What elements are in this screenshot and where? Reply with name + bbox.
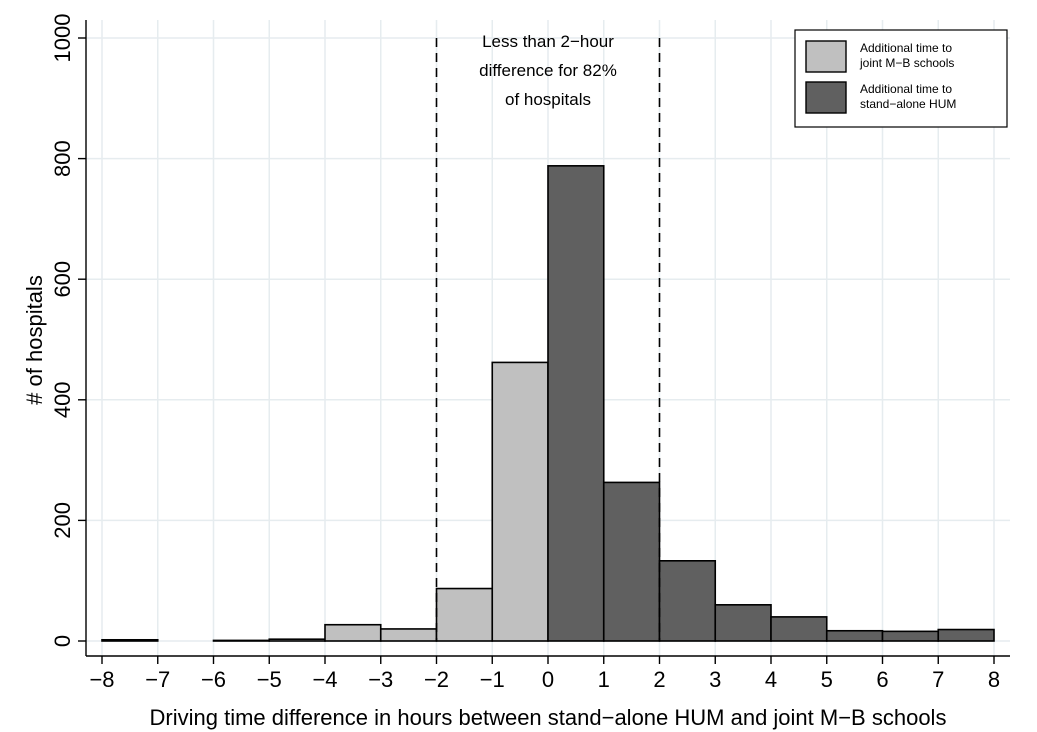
x-tick-label: 3: [709, 667, 721, 692]
x-tick-label: 2: [653, 667, 665, 692]
x-tick-label: 7: [932, 667, 944, 692]
x-tick-label: −3: [368, 667, 393, 692]
histogram-bar-standalone: [658, 560, 717, 642]
histogram-bar-standalone: [602, 481, 661, 642]
histogram-bar-standalone: [770, 616, 828, 642]
x-tick-label: −7: [145, 667, 170, 692]
x-tick-label: −8: [89, 667, 114, 692]
annotation-line: Less than 2−hour: [482, 32, 614, 51]
x-tick-label: −1: [480, 667, 505, 692]
x-tick-label: −2: [424, 667, 449, 692]
histogram-bar-joint: [435, 587, 494, 642]
annotation: Less than 2−hour difference for 82% of hos…: [479, 32, 617, 109]
y-tick-label: 400: [50, 381, 75, 418]
x-tick-label: 0: [542, 667, 554, 692]
legend-swatch-standalone: [805, 81, 847, 114]
y-tick-label: 1000: [50, 14, 75, 63]
histogram-bar-standalone: [937, 628, 995, 642]
histogram-bar-joint: [379, 628, 438, 642]
x-axis-title: Driving time difference in hours between…: [150, 705, 947, 730]
annotation-line: difference for 82%: [479, 61, 617, 80]
histogram-bar-standalone: [547, 165, 605, 642]
x-tick-label: 8: [988, 667, 1000, 692]
legend-label-standalone: stand−alone HUM: [860, 97, 956, 111]
histogram-bar-joint: [212, 639, 271, 642]
axes: 0 200 400 600 800 1000 −8 −7 −6 −5 −4 −3 −2 −1 0 1 2 3 4 5 6…: [22, 14, 1010, 730]
histogram-bar-joint: [491, 361, 549, 642]
legend-label-standalone: Additional time to: [860, 82, 952, 96]
reference-lines: [435, 38, 661, 641]
legend-label-joint: Additional time to: [860, 41, 952, 55]
legend-swatch-joint: [805, 40, 847, 73]
histogram-bar-joint: [101, 638, 159, 642]
x-tick-label: −6: [201, 667, 226, 692]
x-tick-label: −4: [312, 667, 337, 692]
histogram-bars: [101, 165, 995, 642]
annotation-line: of hospitals: [505, 90, 591, 109]
legend-label-joint: joint M−B schools: [859, 56, 954, 70]
x-tick-label: 6: [876, 667, 888, 692]
x-tick-label: 5: [821, 667, 833, 692]
y-tick-label: 800: [50, 140, 75, 177]
x-tick-label: 1: [598, 667, 610, 692]
y-tick-label: 200: [50, 502, 75, 539]
histogram-bar-joint: [268, 638, 326, 642]
histogram-bar-standalone: [881, 630, 940, 642]
y-tick-label: 600: [50, 261, 75, 298]
histogram-bar-joint: [324, 623, 382, 642]
histogram-bar-standalone: [714, 604, 772, 642]
y-axis-title: # of hospitals: [22, 275, 47, 405]
x-tick-label: −5: [257, 667, 282, 692]
y-tick-label: 0: [50, 635, 75, 647]
histogram-bar-standalone: [825, 629, 884, 642]
x-tick-label: 4: [765, 667, 777, 692]
